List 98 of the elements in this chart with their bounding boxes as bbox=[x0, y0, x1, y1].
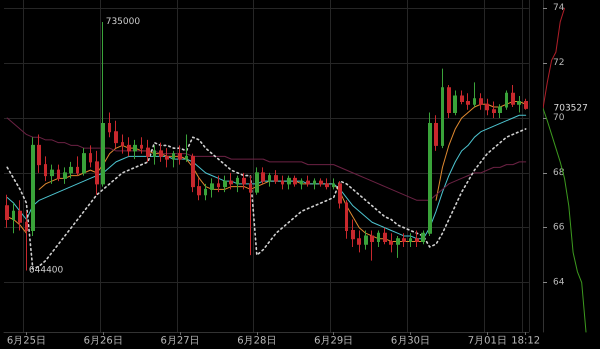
candlestick bbox=[441, 68, 444, 149]
candlestick bbox=[89, 144, 92, 168]
candlestick bbox=[325, 178, 329, 190]
candlestick bbox=[229, 172, 233, 190]
candlestick bbox=[332, 178, 335, 190]
candlestick bbox=[447, 84, 451, 118]
candlestick bbox=[69, 161, 73, 179]
candlestick bbox=[389, 232, 393, 253]
candlestick bbox=[313, 178, 316, 190]
candlestick bbox=[95, 150, 99, 196]
candlestick bbox=[114, 120, 118, 149]
x-tick-label: 18:12 bbox=[511, 336, 540, 346]
x-tick-label: 6月30日 bbox=[390, 336, 430, 346]
candlestick bbox=[357, 230, 361, 253]
candlestick bbox=[5, 194, 9, 228]
candlestick bbox=[485, 98, 489, 116]
candlestick bbox=[319, 178, 323, 188]
candlestick bbox=[57, 164, 60, 182]
candlestick bbox=[402, 232, 406, 248]
candlestick bbox=[101, 21, 105, 188]
candlestick bbox=[268, 172, 271, 188]
y-tick-label: 66 bbox=[553, 222, 565, 233]
candlestick bbox=[127, 136, 131, 157]
candlestick bbox=[351, 219, 355, 248]
candlestick bbox=[18, 200, 22, 231]
candlestick bbox=[63, 166, 67, 184]
candlestick bbox=[383, 227, 387, 245]
candlestick bbox=[300, 178, 303, 190]
candlestick bbox=[255, 166, 259, 196]
candlestick bbox=[31, 136, 35, 236]
candlestick bbox=[505, 90, 508, 110]
candlestick bbox=[281, 175, 284, 190]
candlestick bbox=[409, 232, 412, 248]
annotation: 703527 bbox=[554, 103, 588, 114]
candlestick bbox=[242, 172, 246, 190]
candlestick bbox=[364, 230, 368, 250]
candlestick bbox=[338, 180, 342, 210]
candlestick bbox=[453, 90, 457, 116]
candlestick bbox=[146, 139, 150, 162]
candlestick bbox=[249, 175, 252, 256]
x-tick-label: 6月29日 bbox=[314, 336, 354, 346]
candlestick bbox=[153, 144, 156, 166]
candlestick bbox=[460, 90, 464, 105]
y-tick-label: 74 bbox=[553, 3, 565, 14]
x-tick-label: 6月27日 bbox=[160, 336, 200, 346]
candlestick bbox=[159, 142, 163, 162]
candlestick bbox=[274, 170, 278, 184]
candlestick bbox=[12, 202, 15, 234]
annotation: 735000 bbox=[106, 16, 140, 27]
candlestick bbox=[428, 112, 432, 236]
candlestick bbox=[345, 200, 348, 240]
candlestick bbox=[217, 175, 220, 193]
candlestick bbox=[210, 178, 214, 198]
candlestick bbox=[121, 134, 124, 154]
candlestick bbox=[50, 164, 54, 184]
candlestick bbox=[191, 153, 195, 193]
candlestick bbox=[287, 175, 291, 190]
candlestick bbox=[44, 156, 47, 182]
candlestick bbox=[197, 178, 201, 201]
candlestick bbox=[492, 101, 496, 118]
candlestick bbox=[517, 96, 521, 113]
candlestick bbox=[165, 148, 169, 168]
annotation: 644400 bbox=[28, 266, 64, 276]
candlestick bbox=[421, 230, 425, 245]
candlestick bbox=[524, 98, 528, 110]
candlestick bbox=[172, 150, 175, 168]
candlestick bbox=[396, 235, 400, 258]
y-tick-label: 72 bbox=[553, 58, 564, 68]
candlestick bbox=[76, 156, 79, 176]
candlestick bbox=[511, 84, 515, 108]
candlestick bbox=[140, 136, 143, 154]
x-tick-label: 6月28日 bbox=[237, 336, 276, 346]
candlestick bbox=[473, 82, 476, 108]
candlestick bbox=[25, 210, 28, 272]
candlestick bbox=[370, 230, 374, 262]
x-tick-label: 6月26日 bbox=[84, 336, 123, 346]
candlestick bbox=[37, 134, 41, 174]
candlestick bbox=[377, 230, 380, 248]
x-tick-label: 6月25日 bbox=[6, 336, 46, 346]
candlestick bbox=[178, 144, 182, 166]
candlestick bbox=[466, 92, 470, 110]
candlestick bbox=[434, 114, 438, 152]
candlestick bbox=[498, 104, 502, 118]
candlestick bbox=[223, 175, 227, 193]
candlestick bbox=[185, 134, 188, 162]
candlestick bbox=[133, 139, 137, 160]
candlestick bbox=[204, 183, 207, 201]
candlestick bbox=[108, 112, 111, 138]
candlestick bbox=[479, 92, 483, 110]
candlestick bbox=[82, 148, 86, 176]
candlestick bbox=[261, 166, 265, 184]
candlestick bbox=[306, 175, 310, 188]
candlestick bbox=[236, 175, 239, 193]
y-tick-label: 64 bbox=[553, 278, 565, 288]
candlestick bbox=[415, 230, 419, 248]
y-tick-label: 70 bbox=[553, 112, 565, 123]
x-tick-label: 7月01日 bbox=[468, 336, 507, 346]
candlestick bbox=[293, 175, 297, 188]
